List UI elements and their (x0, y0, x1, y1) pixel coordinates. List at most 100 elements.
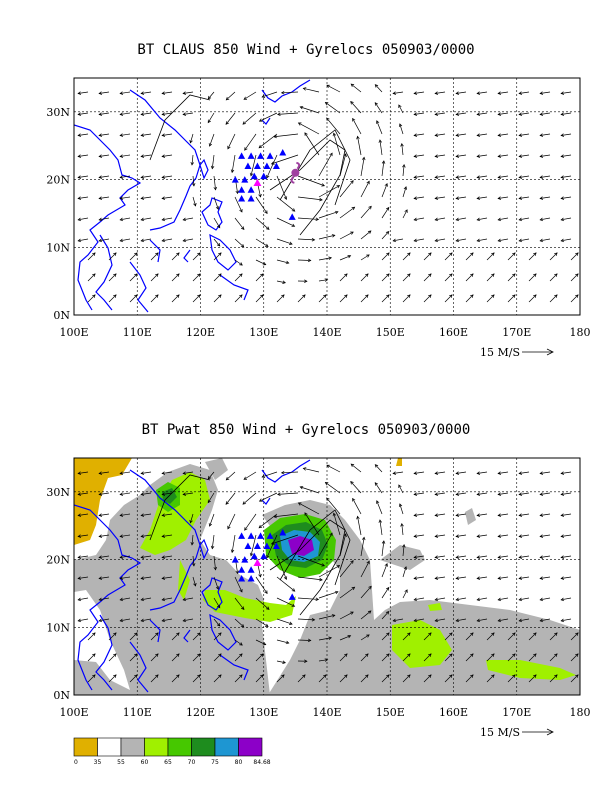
wind-vector (98, 112, 110, 116)
wind-vector (119, 217, 131, 222)
lon-tick-label: 100E (59, 326, 88, 339)
wind-vector (230, 534, 236, 554)
wind-vector (455, 154, 467, 158)
wind-vector (434, 618, 446, 623)
wind-vector (108, 632, 117, 641)
lon-tick-label: 150E (376, 326, 405, 339)
wind-vector (497, 492, 509, 496)
wind-vector (304, 512, 320, 536)
wind-vector (413, 196, 425, 200)
wind-vector (190, 534, 194, 546)
wind-vector (539, 217, 551, 222)
wind-vector (77, 576, 89, 580)
wind-vector (161, 238, 173, 243)
wind-vector (398, 484, 404, 494)
wind-vector (171, 632, 180, 641)
wind-vector (140, 597, 152, 602)
wind-vector (161, 513, 173, 517)
gyre-location-marker (247, 566, 255, 573)
wind-vector (423, 674, 432, 683)
wind-vector (119, 597, 131, 602)
wind-vector (539, 112, 551, 116)
wind-vector (434, 555, 446, 559)
wind-vector (455, 513, 467, 517)
lon-tick-label: 110E (123, 706, 152, 719)
wind-vector (276, 674, 285, 683)
wind-vector (402, 209, 408, 219)
colorbar-label: 55 (117, 759, 125, 766)
wind-vector (119, 492, 131, 496)
panel2-frame (73, 457, 581, 696)
wind-vector (318, 256, 332, 261)
wind-vector (192, 674, 201, 683)
lon-tick-label: 150E (376, 706, 405, 719)
gyre-location-marker (247, 186, 255, 193)
wind-vector (539, 597, 551, 602)
wind-vector (455, 576, 467, 580)
wind-vector (339, 273, 348, 282)
wind-vector (497, 175, 509, 179)
colorbar-swatch (120, 737, 145, 757)
wind-vector (171, 653, 180, 662)
gyre-location-marker (238, 532, 246, 539)
wind-vector (376, 120, 383, 135)
wind-vector (98, 513, 110, 517)
wind-vector (374, 84, 383, 93)
wind-vector (161, 196, 173, 200)
wind-vector (255, 294, 264, 303)
wind-vector (182, 597, 194, 602)
wind-vector (150, 632, 159, 641)
wind-vector (213, 555, 218, 571)
wind-vector (413, 217, 425, 222)
wind-vector (297, 502, 320, 515)
wind-vector (413, 112, 425, 116)
wind-vector (326, 117, 341, 135)
wind-vector (444, 653, 453, 662)
wind-vector (318, 658, 329, 662)
gyre-location-marker (257, 532, 265, 539)
gyre-center-marker (253, 178, 262, 186)
wind-vector (413, 513, 425, 517)
wind-vector (77, 154, 89, 158)
gyre-location-marker (260, 172, 268, 180)
wind-vector (280, 90, 299, 95)
wind-vector (560, 133, 572, 137)
wind-vector (77, 238, 89, 243)
wind-vector (297, 617, 316, 622)
wind-vector (560, 154, 572, 158)
colorbar: 0 35 55 60 65 70 75 80 84.68 (73, 737, 271, 766)
wind-vector (497, 196, 509, 200)
wind-vector (161, 471, 173, 475)
wind-vector (434, 534, 446, 538)
wind-vector (381, 206, 390, 219)
wind-vector (98, 217, 110, 222)
wind-vector (476, 196, 488, 200)
wind-vector (140, 471, 152, 475)
wind-vector (87, 273, 96, 282)
wind-vector (213, 196, 220, 210)
wind-vector (570, 252, 579, 261)
colorbar-label: 70 (188, 759, 196, 766)
wind-vector (423, 632, 432, 641)
wind-vector (381, 230, 390, 240)
wind-vector (374, 102, 383, 114)
wind-vector (140, 175, 152, 179)
panel1-map: 100E 110E 120E 130E 140E 150E 160E 170E 180 0N 10… (46, 77, 591, 359)
wind-vector (392, 238, 404, 243)
wind-vector (77, 217, 89, 222)
wind-vector (98, 618, 110, 623)
wind-vector (234, 259, 243, 266)
wind-vector (360, 634, 370, 641)
wind-vector (258, 112, 278, 122)
wind-vector (360, 560, 370, 578)
wind-vector (108, 273, 117, 282)
wind-vector (207, 91, 215, 100)
wind-vector (402, 566, 408, 578)
wind-vector (560, 112, 572, 116)
panel2-gridlines (74, 458, 580, 695)
lon-tick-label: 140E (312, 706, 341, 719)
wind-vector (476, 576, 488, 580)
wind-vector (234, 653, 243, 662)
wind-vector (140, 576, 152, 580)
wind-vector (455, 618, 467, 623)
